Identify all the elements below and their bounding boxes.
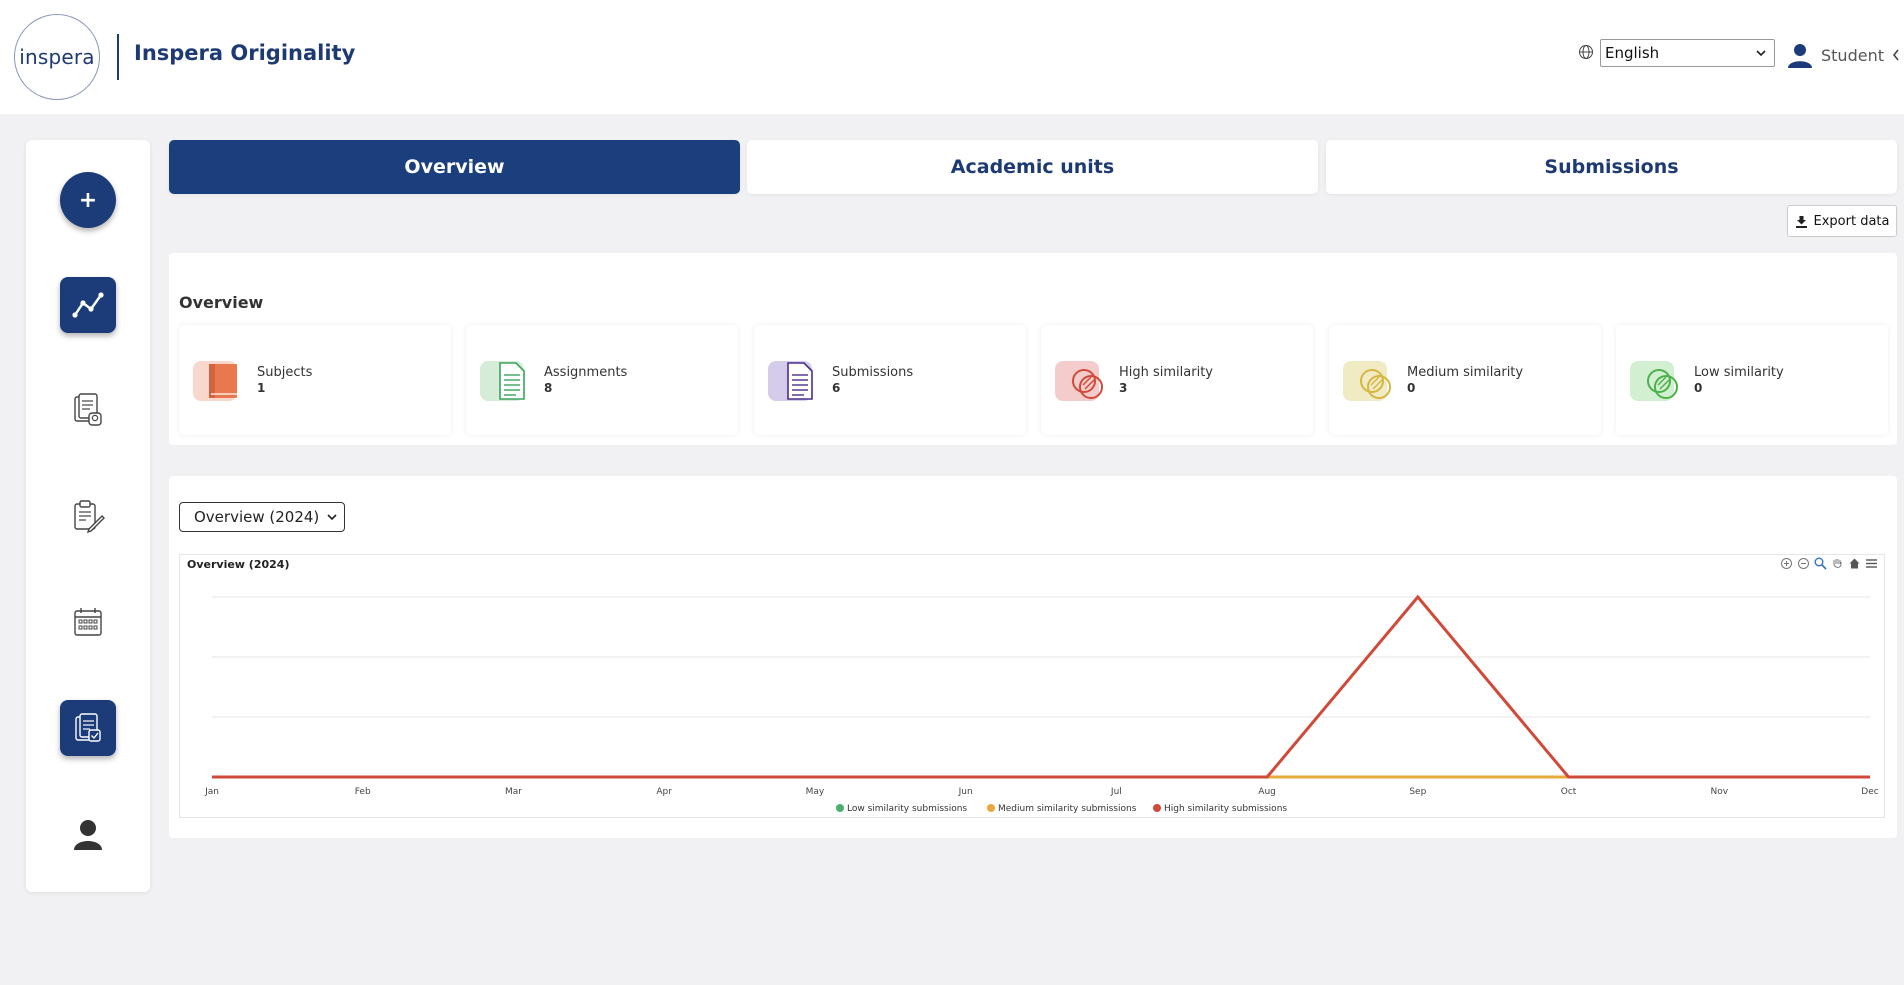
chart-title: Overview (2024) [187,558,290,571]
stat-value: 0 [1407,381,1416,395]
chart-year-value: Overview (2024) [194,508,320,526]
user-icon [1788,44,1812,68]
globe-icon [1579,45,1593,59]
user-role: Student [1821,45,1884,65]
stat-label: High similarity [1119,365,1213,380]
chevron-left-icon [1892,49,1899,61]
magnifier-icon[interactable] [1814,557,1827,570]
sidebar-item-calendar[interactable] [60,594,116,650]
stat-value: 1 [257,381,266,395]
create-button[interactable]: + [60,172,116,228]
series-line [212,594,1870,779]
x-tick-label: Feb [355,787,371,797]
calendar-icon [74,608,102,636]
stat-label: Submissions [832,365,914,380]
similarity-icon [1055,361,1103,401]
stat-value: 3 [1119,381,1128,395]
language-select[interactable]: English [1600,39,1775,67]
sidebar-item-reports[interactable] [60,382,116,438]
sidebar-item-dashboard[interactable] [60,277,116,333]
sidebar-item-profile[interactable] [60,806,116,862]
x-tick-label: Jul [1110,787,1122,797]
similarity-icon [1630,361,1678,401]
stat-value: 6 [832,381,841,395]
chart-toolbar [1780,557,1878,570]
zoom-out-icon[interactable] [1797,557,1810,570]
x-tick-label: Jan [204,787,219,797]
stat-card-submissions: Submissions 6 [754,325,1026,435]
export-data-button[interactable]: Export data [1787,205,1897,237]
overview-title: Overview [179,293,264,312]
sidebar: + [26,140,150,892]
document-search-icon [74,393,102,426]
legend-label: Medium similarity submissions [998,804,1137,814]
document-icon [480,361,525,401]
zoom-in-icon[interactable] [1780,557,1793,570]
user-menu[interactable]: Student [1787,42,1900,68]
tab-submissions[interactable]: Submissions [1326,140,1897,194]
analytics-icon [72,292,104,318]
x-tick-label: Sep [1409,787,1426,797]
x-tick-label: Mar [505,787,522,797]
sidebar-item-assignments[interactable] [60,488,116,544]
chevron-down-icon [327,514,337,521]
menu-icon[interactable] [1865,557,1878,570]
user-icon [74,820,102,850]
legend-marker [987,804,995,812]
line-chart: Jan Feb Mar Apr May Jun Jul Aug Sep Oct Nov Dec Low … [204,594,1879,814]
legend-marker [836,804,844,812]
stat-card-high-similarity: High similarity 3 [1041,325,1313,435]
tab-overview[interactable]: Overview [169,140,740,194]
tab-academic-units[interactable]: Academic units [747,140,1318,194]
book-icon [193,361,237,401]
language-value: English [1605,44,1660,62]
stat-label: Low similarity [1694,365,1784,380]
chart-year-select[interactable]: Overview (2024) [179,502,345,532]
logo-text: inspera [19,45,95,69]
x-tick-label: Nov [1710,787,1728,797]
stat-card-medium-similarity: Medium similarity 0 [1329,325,1601,435]
legend-label: High similarity submissions [1164,804,1287,814]
stat-value: 8 [544,381,553,395]
download-icon [1795,215,1807,228]
legend-label: Low similarity submissions [847,804,967,814]
stat-label: Medium similarity [1407,365,1524,380]
document-check-icon [75,713,101,742]
x-tick-label: Aug [1258,787,1276,797]
clipboard-edit-icon [74,500,105,533]
stat-label: Subjects [257,365,313,380]
chart-container: Overview (2024) Jan Feb Mar Apr May Jun Jul Aug… [179,554,1885,818]
chart-panel: Overview (2024) Overview (2024) Jan Feb Ma… [169,476,1897,838]
stat-card-subjects: Subjects 1 [179,325,451,435]
top-header: inspera Inspera Originality English Stud… [0,0,1904,114]
overview-panel: Overview Subjects 1 Assignments 8 [169,253,1897,445]
document-icon [768,361,813,401]
stat-card-low-similarity: Low similarity 0 [1616,325,1888,435]
logo-divider [117,34,119,80]
x-tick-label: Dec [1861,787,1878,797]
plus-icon: + [78,187,98,213]
x-tick-label: Apr [656,787,672,797]
stat-label: Assignments [544,365,628,380]
inspera-logo[interactable]: inspera [14,14,100,100]
export-data-label: Export data [1813,213,1890,229]
stat-card-assignments: Assignments 8 [466,325,738,435]
app-title: Inspera Originality [134,41,356,65]
x-tick-label: Oct [1561,787,1577,797]
sidebar-item-submissions[interactable] [60,700,116,756]
x-tick-label: May [806,787,825,797]
chevron-down-icon [1756,50,1766,57]
legend-marker [1153,804,1161,812]
home-icon[interactable] [1848,557,1861,570]
pan-hand-icon[interactable] [1831,557,1844,570]
stat-value: 0 [1694,381,1703,395]
similarity-icon [1343,361,1391,401]
x-tick-label: Jun [958,787,973,797]
